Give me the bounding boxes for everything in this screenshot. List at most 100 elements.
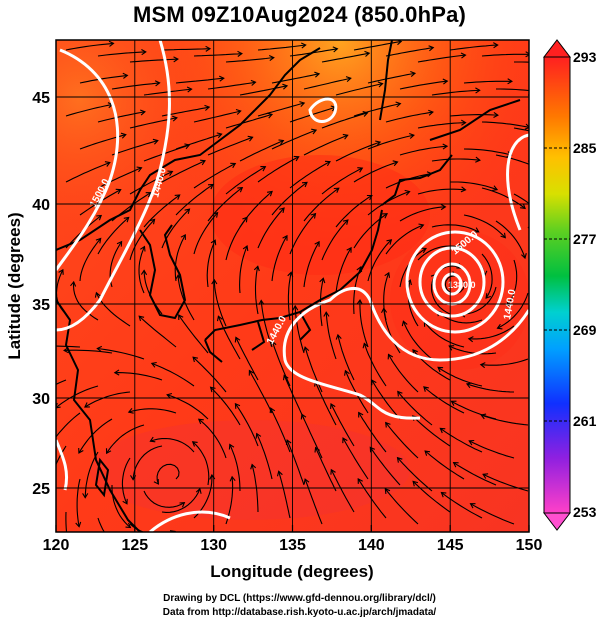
streamline-arrowhead — [104, 161, 111, 167]
streamline — [193, 110, 241, 123]
streamline — [497, 292, 529, 329]
streamline-arrowhead — [442, 78, 449, 85]
streamline-arrowhead — [270, 340, 277, 347]
streamline — [207, 187, 243, 222]
streamline — [431, 89, 480, 96]
streamline — [417, 188, 466, 195]
credit-data: Data from http://database.rish.kyoto-u.a… — [162, 607, 437, 618]
streamline-arrowhead — [84, 402, 90, 408]
streamline — [506, 259, 518, 307]
streamline — [65, 42, 114, 51]
streamline — [289, 161, 331, 189]
streamline — [287, 272, 292, 321]
streamline-arrowhead — [96, 214, 103, 221]
streamline — [495, 220, 526, 259]
streamline-arrowhead — [179, 501, 186, 508]
streamline-arrowhead — [173, 56, 179, 63]
streamline — [225, 166, 266, 195]
streamline-arrowhead — [442, 143, 449, 150]
streamline — [385, 111, 433, 123]
streamline-arrowhead — [506, 300, 513, 307]
streamline-arrowhead — [452, 462, 459, 468]
y-axis-title: Latitude (degrees) — [5, 212, 24, 359]
streamline — [161, 160, 206, 183]
streamline-arrowhead — [122, 498, 128, 505]
streamline-arrowhead — [95, 237, 102, 244]
streamline — [129, 219, 156, 261]
streamline — [106, 424, 145, 454]
streamline — [128, 408, 177, 414]
streamline-arrowhead — [258, 299, 265, 306]
streamline-arrowhead — [123, 216, 130, 223]
streamline-arrowhead — [468, 439, 475, 446]
streamline-arrowhead — [371, 379, 377, 386]
streamline-arrowhead — [229, 475, 236, 482]
streamline — [156, 463, 180, 485]
streamline — [448, 345, 497, 355]
streamline-arrowhead — [480, 413, 487, 420]
streamline-arrowhead — [285, 439, 292, 446]
streamline — [496, 88, 529, 92]
streamline — [121, 457, 131, 505]
streamline-arrowhead — [345, 76, 352, 83]
streamline-arrowhead — [507, 78, 513, 85]
streamline — [257, 102, 305, 117]
streamline — [304, 478, 323, 525]
streamline — [225, 113, 273, 129]
streamline — [97, 111, 145, 123]
streamline — [65, 511, 68, 532]
streamline-arrowhead — [420, 247, 427, 254]
streamline — [192, 441, 210, 486]
streamline-arrowhead — [537, 166, 542, 171]
colorbar-label: 293 — [573, 49, 597, 65]
streamline — [367, 72, 416, 84]
streamline-arrowhead — [362, 342, 369, 349]
colorbar-bottom-arrow — [542, 512, 572, 531]
streamline-arrowhead — [467, 336, 474, 343]
streamline — [97, 167, 142, 189]
streamline — [97, 347, 145, 360]
streamline — [321, 219, 349, 261]
streamline — [441, 492, 483, 519]
streamline-arrowhead — [412, 349, 418, 355]
streamline-arrowhead — [324, 160, 331, 167]
streamline-arrowhead — [292, 304, 299, 311]
streamline-arrowhead — [153, 478, 159, 485]
streamline — [217, 315, 241, 360]
streamline — [235, 337, 259, 381]
streamline — [271, 181, 308, 216]
streamline — [481, 253, 493, 299]
streamline-arrowhead — [279, 207, 285, 214]
streamline — [174, 234, 186, 282]
streamline-arrowhead — [113, 369, 120, 376]
streamline-arrowhead — [212, 211, 219, 218]
streamline — [423, 386, 465, 414]
streamline — [431, 224, 479, 233]
streamline — [359, 299, 369, 348]
streamline-arrowhead — [186, 86, 193, 93]
streamline — [453, 462, 497, 486]
streamline — [254, 266, 259, 315]
streamline-arrowhead — [32, 343, 37, 348]
streamline-arrowhead — [152, 138, 159, 145]
streamline — [325, 312, 337, 360]
streamline — [437, 366, 483, 387]
streamline-arrowhead — [120, 132, 127, 139]
streamline — [175, 184, 214, 216]
streamline-arrowhead — [473, 227, 480, 233]
streamline — [367, 134, 415, 150]
streamline — [513, 193, 529, 205]
x-tick-label: 120 — [43, 537, 70, 554]
streamline — [303, 77, 351, 90]
streamline — [417, 54, 466, 63]
streamline — [513, 127, 529, 132]
streamline — [468, 440, 515, 459]
streamline-arrowhead — [216, 315, 223, 322]
streamline — [335, 141, 381, 162]
streamline — [65, 161, 111, 183]
streamline-arrowhead — [253, 265, 260, 272]
streamline-arrowhead — [205, 45, 212, 52]
streamline — [213, 279, 227, 327]
credits: Drawing by DCL (https://www.gfd-dennou.o… — [0, 592, 599, 620]
streamline-arrowhead — [392, 160, 399, 167]
